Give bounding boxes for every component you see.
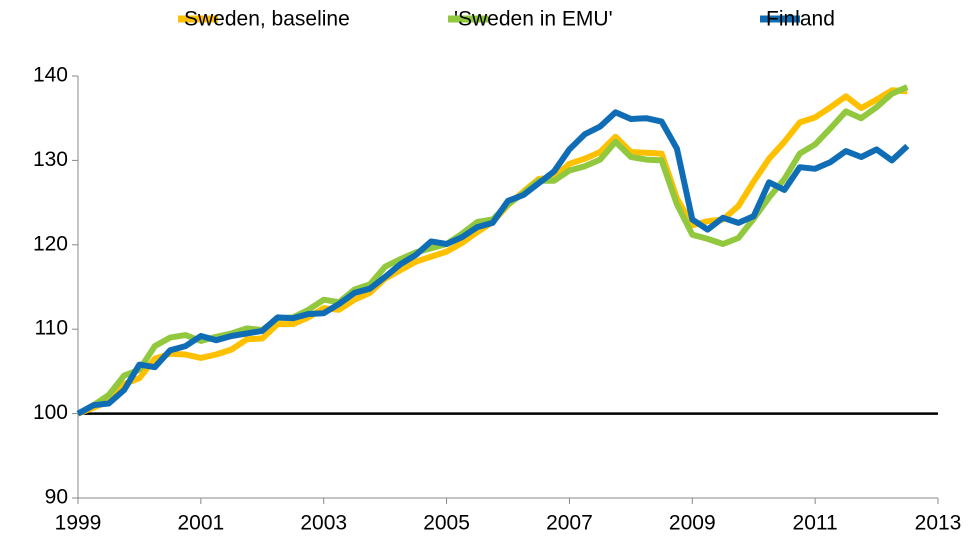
x-tick-label: 2011 xyxy=(793,512,838,535)
x-tick-label: 2003 xyxy=(300,512,347,535)
legend-label: Sweden, baseline xyxy=(184,8,350,31)
legend-label: 'Sweden in EMU' xyxy=(454,8,613,31)
x-tick-label: 2007 xyxy=(546,512,593,535)
x-tick-label: 2005 xyxy=(423,512,470,535)
x-tick-label: 2001 xyxy=(177,512,224,535)
x-tick-label: 2013 xyxy=(915,512,962,535)
y-tick-label: 120 xyxy=(33,232,68,255)
y-tick-label: 140 xyxy=(33,64,68,87)
x-tick-label: 2009 xyxy=(669,512,716,535)
series-line xyxy=(76,87,908,417)
x-tick-label: 1999 xyxy=(55,512,102,535)
legend-label: Finland xyxy=(766,8,835,31)
y-tick-label: 110 xyxy=(35,317,68,340)
series-line xyxy=(76,109,910,417)
series-line xyxy=(76,84,909,417)
y-tick-label: 130 xyxy=(33,148,68,171)
y-tick-label: 90 xyxy=(45,486,68,509)
y-tick-label: 100 xyxy=(33,401,68,424)
